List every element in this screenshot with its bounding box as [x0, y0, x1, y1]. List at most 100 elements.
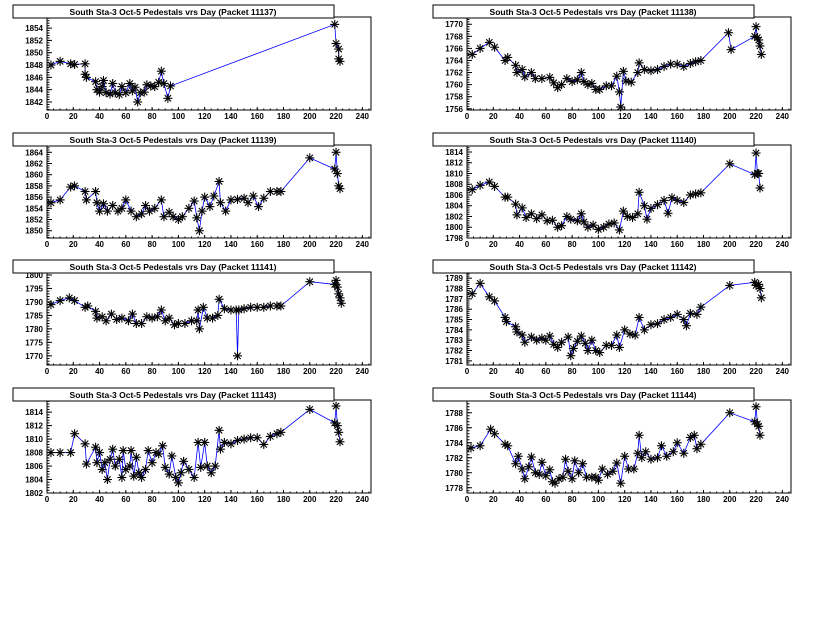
- data-point: [633, 68, 643, 78]
- data-point: [537, 210, 547, 220]
- data-point: [587, 78, 597, 88]
- marker-stroke: [577, 69, 585, 77]
- data-point: [547, 215, 557, 225]
- data-point: [679, 62, 689, 72]
- marker-stroke: [550, 79, 558, 87]
- marker-stroke: [174, 319, 182, 328]
- x-tick-label: 0: [465, 495, 470, 504]
- marker-stroke: [277, 302, 285, 310]
- data-point: [634, 312, 644, 322]
- x-tick-label: 20: [489, 240, 498, 249]
- marker-stroke: [531, 75, 539, 83]
- marker-stroke: [135, 469, 143, 477]
- marker-stroke: [609, 467, 617, 475]
- data-point: [696, 55, 706, 65]
- marker-stroke: [143, 313, 151, 321]
- data-point: [576, 209, 586, 219]
- chart-title: South Sta-3 Oct-5 Pedestals vrs Day (Pac…: [490, 135, 697, 145]
- data-point: [567, 77, 577, 87]
- data-point: [70, 59, 80, 69]
- marker-stroke: [726, 281, 734, 289]
- data-point: [156, 195, 166, 205]
- marker-stroke: [752, 149, 760, 157]
- y-tick-label: 1784: [445, 326, 463, 335]
- data-point: [142, 312, 152, 322]
- marker-stroke: [542, 472, 550, 480]
- data-point: [467, 185, 477, 195]
- x-tick-label: 0: [45, 495, 50, 504]
- marker-stroke: [640, 66, 648, 74]
- x-tick-label: 240: [776, 495, 790, 504]
- marker-stroke: [114, 207, 122, 215]
- data-point: [92, 313, 102, 323]
- chart-panel: 0 20 40 60 80 100 120 140 160 180 200 220 240 1802 180…: [12, 387, 372, 504]
- marker-stroke: [145, 207, 154, 215]
- data-point: [55, 56, 65, 66]
- x-tick-label: 200: [723, 495, 737, 504]
- marker-stroke: [93, 199, 101, 207]
- marker-stroke: [240, 305, 248, 313]
- data-point: [102, 475, 112, 485]
- marker-stroke: [513, 211, 521, 219]
- data-point: [158, 441, 168, 451]
- x-tick-label: 60: [121, 495, 130, 504]
- marker-stroke: [240, 194, 248, 202]
- marker-stroke: [161, 463, 169, 471]
- marker-stroke: [727, 46, 735, 54]
- marker-stroke: [607, 341, 616, 349]
- marker-stroke: [546, 73, 554, 81]
- marker-stroke: [227, 196, 235, 204]
- y-tick-label: 1846: [25, 73, 43, 82]
- y-tick-label: 1812: [25, 422, 43, 431]
- marker-stroke: [240, 435, 248, 443]
- data-point: [530, 468, 540, 478]
- data-point: [215, 444, 225, 454]
- marker-stroke: [92, 443, 100, 451]
- data-point: [102, 206, 112, 216]
- marker-stroke: [755, 280, 763, 288]
- data-point: [108, 201, 118, 211]
- marker-stroke: [692, 190, 700, 198]
- y-tick-label: 1786: [445, 305, 463, 314]
- marker-stroke: [127, 207, 135, 215]
- x-tick-label: 40: [95, 112, 104, 121]
- data-point: [566, 351, 576, 361]
- marker-stroke: [564, 333, 572, 341]
- y-tick-label: 1788: [445, 409, 463, 418]
- marker-stroke: [558, 81, 566, 89]
- marker-stroke: [185, 204, 193, 212]
- data-point: [91, 77, 101, 87]
- data-point: [305, 277, 315, 287]
- data-point: [254, 202, 264, 212]
- x-tick-label: 220: [329, 112, 343, 121]
- marker-stroke: [569, 344, 577, 353]
- marker-stroke: [93, 459, 101, 467]
- x-tick-label: 100: [592, 112, 606, 121]
- marker-stroke: [170, 321, 178, 329]
- data-point: [681, 321, 691, 331]
- data-point: [276, 301, 286, 311]
- marker-stroke: [126, 462, 134, 470]
- marker-stroke: [625, 465, 633, 473]
- data-point: [95, 206, 105, 216]
- data-point: [184, 203, 194, 213]
- data-point: [576, 331, 586, 341]
- marker-stroke: [277, 187, 285, 196]
- marker-stroke: [755, 169, 763, 178]
- data-point: [646, 454, 656, 464]
- marker-stroke: [630, 465, 638, 473]
- marker-stroke: [653, 66, 662, 74]
- data-point: [563, 466, 573, 476]
- marker-stroke: [682, 322, 690, 330]
- data-point: [55, 448, 65, 458]
- data-point: [512, 327, 522, 337]
- data-point: [173, 478, 183, 488]
- data-point: [629, 464, 639, 474]
- chart-panel: 0 20 40 60 80 100 120 140 160 180 200 220 240 1798 180…: [432, 132, 792, 249]
- x-tick-label: 120: [198, 112, 212, 121]
- marker-stroke: [588, 79, 596, 87]
- data-point: [588, 220, 598, 230]
- data-point: [125, 79, 135, 89]
- marker-stroke: [193, 214, 201, 222]
- x-tick-label: 220: [329, 240, 343, 249]
